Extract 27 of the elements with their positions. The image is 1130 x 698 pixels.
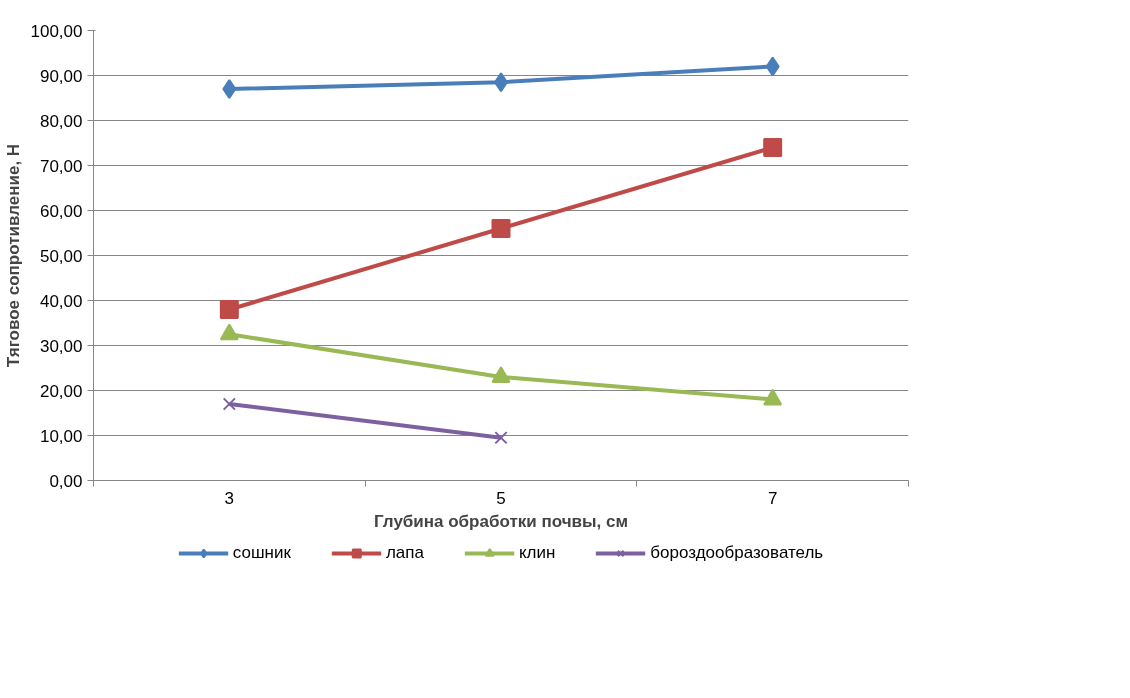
x-tick-label: 3	[224, 488, 235, 508]
point	[763, 138, 783, 157]
y-tick-label: 60,00	[39, 201, 83, 221]
y-tick-label: 70,00	[39, 156, 83, 176]
point	[491, 219, 511, 238]
y-tick-label: 30,00	[39, 336, 83, 356]
y-tick-label: 0,00	[49, 471, 83, 491]
legend-label: клин	[518, 543, 556, 563]
x-tick-label: 7	[767, 488, 778, 508]
point	[219, 300, 239, 319]
point	[222, 79, 237, 99]
y-tick-label: 100,00	[30, 21, 83, 41]
legend-label: сошник	[232, 543, 291, 563]
legend-label: лапа	[385, 543, 424, 563]
y-tick-label: 40,00	[39, 291, 83, 311]
y-tick-label: 80,00	[39, 111, 83, 131]
y-axis-title: Тяговое сопротивление, Н	[3, 143, 23, 368]
x-axis-title: Глубина обработки почвы, см	[374, 511, 628, 531]
y-tick-label: 50,00	[39, 246, 83, 266]
y-tick-label: 20,00	[39, 381, 83, 401]
point	[765, 56, 780, 77]
point	[222, 397, 236, 411]
legend-label: бороздообразователь	[650, 543, 824, 563]
x-tick-label: 5	[496, 488, 506, 508]
y-tick-label: 90,00	[39, 66, 83, 86]
y-tick-label: 10,00	[39, 426, 83, 446]
point	[494, 431, 508, 445]
